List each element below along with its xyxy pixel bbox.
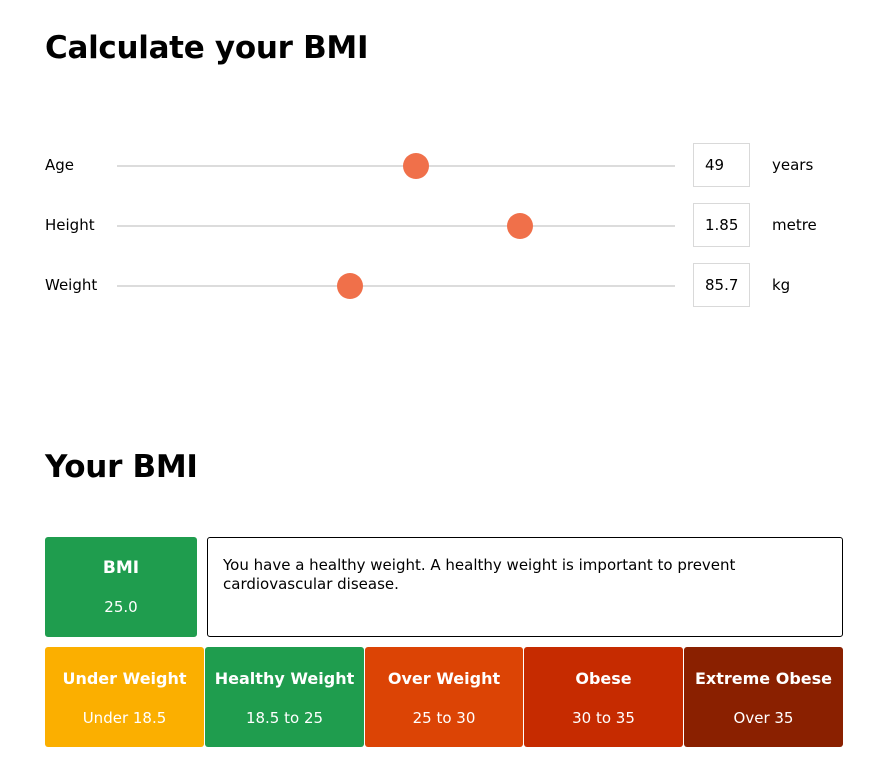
category-name: Under Weight bbox=[62, 669, 187, 688]
height-label: Height bbox=[45, 216, 95, 234]
weight-slider-thumb[interactable] bbox=[337, 273, 364, 299]
bmi-value: 25.0 bbox=[104, 598, 138, 616]
weight-input[interactable] bbox=[693, 263, 750, 307]
category-extreme-obese: Extreme Obese Over 35 bbox=[684, 647, 843, 747]
category-range: 18.5 to 25 bbox=[245, 709, 324, 727]
weight-unit: kg bbox=[772, 276, 791, 294]
age-label: Age bbox=[45, 156, 75, 174]
age-unit: years bbox=[772, 156, 814, 174]
category-over-weight: Over Weight 25 to 30 bbox=[365, 647, 523, 747]
category-obese: Obese 30 to 35 bbox=[524, 647, 683, 747]
category-range: Over 35 bbox=[733, 709, 794, 727]
bmi-message: You have a healthy weight. A healthy wei… bbox=[207, 537, 843, 637]
age-slider-track[interactable] bbox=[117, 165, 675, 167]
age-slider-thumb[interactable] bbox=[403, 153, 430, 179]
age-row: Age years bbox=[0, 143, 884, 189]
bmi-card-title: BMI bbox=[102, 558, 140, 578]
page-title: Calculate your BMI bbox=[45, 30, 369, 66]
category-under-weight: Under Weight Under 18.5 bbox=[45, 647, 204, 747]
bmi-result-card: BMI 25.0 bbox=[45, 537, 197, 637]
weight-row: Weight kg bbox=[0, 263, 884, 309]
category-range: 25 to 30 bbox=[412, 709, 476, 727]
height-unit: metre bbox=[772, 216, 817, 234]
weight-slider-track[interactable] bbox=[117, 285, 675, 287]
height-slider-track[interactable] bbox=[117, 225, 675, 227]
category-range: 30 to 35 bbox=[572, 709, 635, 727]
category-name: Healthy Weight bbox=[214, 669, 355, 688]
height-row: Height metre bbox=[0, 203, 884, 249]
result-title: Your BMI bbox=[45, 449, 198, 485]
category-name: Extreme Obese bbox=[694, 669, 832, 688]
category-range: Under 18.5 bbox=[82, 709, 167, 727]
weight-label: Weight bbox=[45, 276, 98, 294]
bmi-categories: Under Weight Under 18.5 Healthy Weight 1… bbox=[45, 647, 843, 747]
age-input[interactable] bbox=[693, 143, 750, 187]
height-slider-thumb[interactable] bbox=[507, 213, 534, 239]
category-name: Obese bbox=[575, 669, 632, 688]
category-name: Over Weight bbox=[387, 669, 501, 688]
category-healthy-weight: Healthy Weight 18.5 to 25 bbox=[205, 647, 364, 747]
height-input[interactable] bbox=[693, 203, 750, 247]
